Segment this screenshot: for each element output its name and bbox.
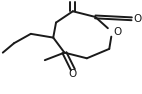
Text: O: O [114,27,122,37]
Text: O: O [69,69,77,79]
Text: O: O [133,14,141,24]
